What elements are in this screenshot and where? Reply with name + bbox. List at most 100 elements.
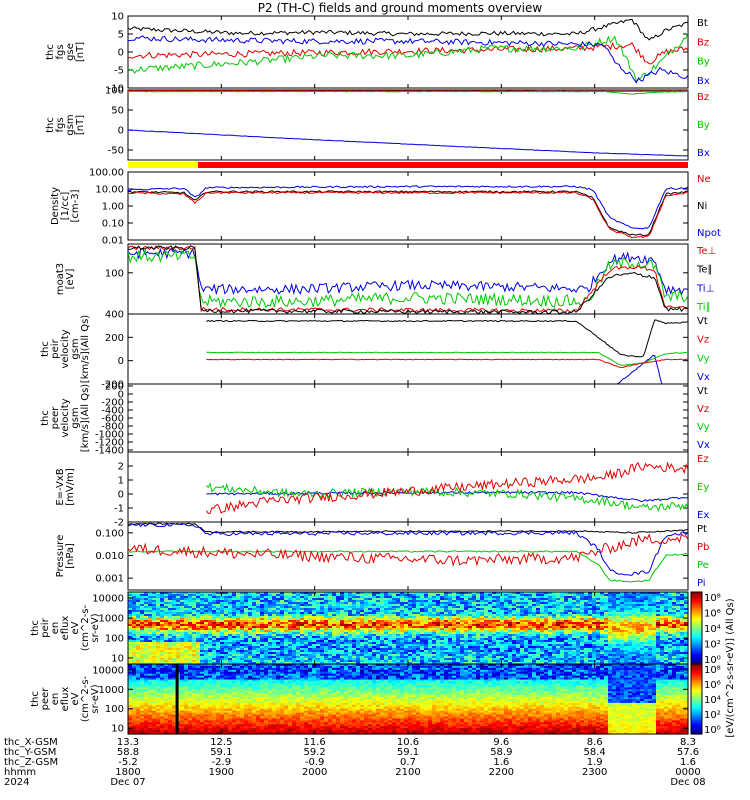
heatmap-cell [436, 646, 441, 649]
heatmap-cell [408, 610, 413, 613]
heatmap-cell [316, 618, 321, 621]
heatmap-cell [136, 642, 141, 645]
heatmap-cell [200, 632, 205, 635]
heatmap-cell [584, 640, 589, 643]
heatmap-cell [252, 632, 257, 635]
heatmap-cell [560, 636, 565, 639]
heatmap-cell [316, 616, 321, 619]
heatmap-cell [292, 648, 297, 651]
heatmap-cell [504, 654, 509, 657]
heatmap-cell [356, 616, 361, 619]
heatmap-cell [256, 598, 261, 601]
heatmap-cell [576, 648, 581, 651]
heatmap-cell [568, 618, 573, 621]
heatmap-cell [232, 636, 237, 639]
heatmap-cell [588, 644, 593, 647]
heatmap-cell [612, 614, 617, 617]
heatmap-cell [444, 658, 449, 661]
heatmap-cell [320, 632, 325, 635]
heatmap-cell [236, 622, 241, 625]
heatmap-cell [240, 636, 245, 639]
heatmap-cell [460, 602, 465, 605]
heatmap-cell [148, 656, 153, 659]
heatmap-cell [412, 608, 417, 611]
heatmap-cell [456, 600, 461, 603]
heatmap-cell [496, 648, 501, 651]
heatmap-cell [396, 632, 401, 635]
heatmap-cell [452, 598, 457, 601]
heatmap-cell [584, 616, 589, 619]
heatmap-cell [316, 628, 321, 631]
heatmap-cell [300, 638, 305, 641]
heatmap-cell [564, 592, 569, 595]
heatmap-cell [232, 656, 237, 659]
heatmap-cell [280, 632, 285, 635]
heatmap-cell [160, 660, 165, 663]
heatmap-cell [584, 648, 589, 651]
heatmap-cell [176, 650, 181, 653]
heatmap-cell [340, 648, 345, 651]
heatmap-cell [536, 604, 541, 607]
heatmap-cell [508, 654, 513, 657]
heatmap-cell [240, 660, 245, 663]
heatmap-cell [332, 630, 337, 633]
heatmap-cell [336, 600, 341, 603]
heatmap-cell [488, 606, 493, 609]
y-tick-label: 0.10 [102, 219, 124, 230]
heatmap-cell [480, 636, 485, 639]
heatmap-cell [468, 632, 473, 635]
heatmap-cell [396, 598, 401, 601]
heatmap-cell [588, 624, 593, 627]
heatmap-cell [276, 648, 281, 651]
heatmap-cell [552, 622, 557, 625]
heatmap-cell [208, 634, 213, 637]
heatmap-cell [428, 642, 433, 645]
heatmap-cell [552, 612, 557, 615]
heatmap-cell [440, 636, 445, 639]
heatmap-cell [500, 628, 505, 631]
heatmap-cell [200, 618, 205, 621]
heatmap-cell [188, 618, 193, 621]
heatmap-cell [332, 622, 337, 625]
heatmap-cell [340, 616, 345, 619]
heatmap-cell [300, 606, 305, 609]
heatmap-cell [280, 610, 285, 613]
heatmap-cell [396, 650, 401, 653]
heatmap-cell [456, 618, 461, 621]
heatmap-cell [184, 592, 189, 595]
heatmap-cell [264, 632, 269, 635]
heatmap-cell [480, 652, 485, 655]
heatmap-cell [404, 662, 409, 665]
heatmap-cell [408, 634, 413, 637]
heatmap-cell [584, 642, 589, 645]
heatmap-cell [552, 624, 557, 627]
heatmap-cell [520, 592, 525, 595]
heatmap-cell [160, 644, 165, 647]
heatmap-cell [496, 660, 501, 663]
heatmap-cell [360, 644, 365, 647]
heatmap-cell [264, 628, 269, 631]
heatmap-cell [184, 604, 189, 607]
heatmap-cell [488, 636, 493, 639]
heatmap-cell [380, 634, 385, 637]
heatmap-cell [584, 602, 589, 605]
heatmap-cell [600, 622, 605, 625]
heatmap-cell [168, 604, 173, 607]
heatmap-cell [380, 650, 385, 653]
heatmap-cell [612, 628, 617, 631]
heatmap-cell [136, 662, 141, 665]
heatmap-cell [524, 610, 529, 613]
heatmap-cell [392, 596, 397, 599]
heatmap-cell [420, 604, 425, 607]
heatmap-cell [492, 614, 497, 617]
heatmap-cell [256, 600, 261, 603]
heatmap-cell [264, 652, 269, 655]
heatmap-cell [560, 630, 565, 633]
heatmap-cell [156, 596, 161, 599]
heatmap-cell [212, 630, 217, 633]
heatmap-cell [604, 646, 609, 649]
heatmap-cell [312, 638, 317, 641]
heatmap-cell [396, 626, 401, 629]
heatmap-cell [280, 596, 285, 599]
